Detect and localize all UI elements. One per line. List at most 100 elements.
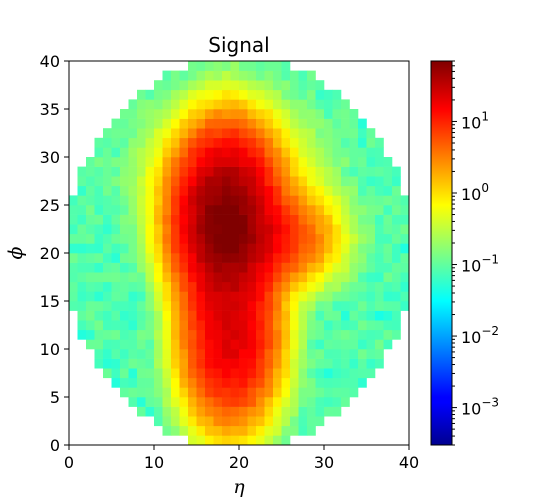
heatmap-cell bbox=[307, 406, 316, 417]
heatmap-cell bbox=[230, 253, 240, 263]
heatmap-cell bbox=[196, 89, 206, 100]
heatmap-cell bbox=[120, 262, 129, 273]
heatmap-cell bbox=[222, 435, 231, 446]
heatmap-cell bbox=[145, 272, 155, 283]
heatmap-cell bbox=[264, 301, 274, 311]
heatmap-cell bbox=[205, 291, 214, 302]
heatmap-cell bbox=[298, 224, 308, 235]
heatmap-cell bbox=[332, 387, 342, 398]
heatmap-cell bbox=[341, 157, 350, 167]
heatmap-cell bbox=[256, 118, 265, 129]
heatmap-cell bbox=[349, 368, 359, 379]
heatmap-cell bbox=[171, 166, 180, 177]
x-tick-label: 0 bbox=[64, 453, 74, 472]
heatmap-cell bbox=[400, 253, 410, 263]
heatmap-cell bbox=[307, 214, 316, 225]
heatmap-cell bbox=[247, 425, 257, 436]
y-tick-label: 25 bbox=[40, 196, 60, 215]
heatmap-cell bbox=[213, 61, 223, 71]
heatmap-cell bbox=[256, 368, 265, 379]
heatmap-cell bbox=[392, 233, 401, 244]
heatmap-cell bbox=[256, 233, 265, 244]
heatmap-cell bbox=[154, 272, 163, 283]
heatmap-cell bbox=[196, 137, 206, 148]
heatmap-cell bbox=[281, 281, 291, 292]
heatmap-cell bbox=[205, 185, 214, 196]
heatmap-cell bbox=[383, 320, 393, 331]
heatmap-cell bbox=[239, 109, 248, 119]
heatmap-cell bbox=[162, 387, 172, 398]
heatmap-cell bbox=[247, 320, 257, 331]
heatmap-cell bbox=[222, 377, 231, 388]
heatmap-cell bbox=[358, 329, 367, 340]
heatmap-cell bbox=[315, 80, 325, 91]
heatmap-cell bbox=[298, 70, 308, 81]
heatmap-cell bbox=[196, 166, 206, 177]
heatmap-cell bbox=[94, 281, 104, 292]
heatmap-cell bbox=[247, 406, 257, 417]
heatmap-cell bbox=[349, 214, 359, 225]
heatmap-cell bbox=[264, 185, 274, 196]
heatmap-cell bbox=[239, 377, 248, 388]
heatmap-cell bbox=[273, 387, 282, 398]
heatmap-cell bbox=[341, 99, 350, 110]
heatmap-cell bbox=[247, 281, 257, 292]
heatmap-cell bbox=[103, 185, 112, 196]
heatmap-cell bbox=[256, 166, 265, 177]
heatmap-cell bbox=[281, 377, 291, 388]
heatmap-cell bbox=[358, 176, 367, 187]
heatmap-cell bbox=[273, 80, 282, 91]
heatmap-cell bbox=[188, 128, 197, 139]
heatmap-cell bbox=[315, 99, 325, 110]
heatmap-cell bbox=[230, 89, 240, 100]
heatmap-cell bbox=[205, 109, 214, 119]
heatmap-cell bbox=[213, 301, 223, 311]
heatmap-cell bbox=[281, 166, 291, 177]
heatmap-cell bbox=[145, 166, 155, 177]
heatmap-cell bbox=[77, 310, 87, 321]
heatmap-cell bbox=[196, 70, 206, 81]
heatmap-cell bbox=[366, 147, 376, 158]
heatmap-cell bbox=[358, 157, 367, 167]
heatmap-cell bbox=[145, 320, 155, 331]
heatmap-cell bbox=[383, 166, 393, 177]
heatmap-cell bbox=[332, 377, 342, 388]
heatmap-cell bbox=[307, 387, 316, 398]
heatmap-cell bbox=[230, 61, 240, 71]
heatmap-cell bbox=[120, 137, 129, 148]
heatmap-cell bbox=[358, 272, 367, 283]
heatmap-cell bbox=[358, 262, 367, 273]
heatmap-cell bbox=[230, 147, 240, 158]
heatmap-cell bbox=[298, 262, 308, 273]
heatmap-cell bbox=[290, 291, 299, 302]
heatmap-cell bbox=[145, 128, 155, 139]
heatmap-cell bbox=[332, 262, 342, 273]
heatmap-cell bbox=[196, 214, 206, 225]
heatmap-cell bbox=[290, 310, 299, 321]
heatmap-cell bbox=[69, 281, 78, 292]
heatmap-cell bbox=[273, 291, 282, 302]
heatmap-cell bbox=[128, 99, 138, 110]
heatmap-cell bbox=[392, 272, 401, 283]
heatmap-cell bbox=[239, 291, 248, 302]
heatmap-cell bbox=[205, 358, 214, 369]
heatmap-cell bbox=[213, 99, 223, 110]
heatmap-cell bbox=[273, 281, 282, 292]
heatmap-cell bbox=[154, 166, 163, 177]
heatmap-cell bbox=[332, 339, 342, 350]
heatmap-cell bbox=[94, 233, 104, 244]
heatmap-cell bbox=[222, 243, 231, 254]
heatmap-cell bbox=[171, 99, 180, 110]
heatmap-cell bbox=[273, 195, 282, 206]
heatmap-cell bbox=[103, 157, 112, 167]
heatmap-cell bbox=[383, 185, 393, 196]
heatmap-cell bbox=[145, 233, 155, 244]
heatmap-cell bbox=[196, 397, 206, 407]
heatmap-cell bbox=[103, 253, 112, 263]
heatmap-cell bbox=[230, 109, 240, 119]
heatmap-cell bbox=[315, 214, 325, 225]
heatmap-cell bbox=[324, 358, 333, 369]
heatmap-cell bbox=[290, 416, 299, 427]
heatmap-cell bbox=[290, 320, 299, 331]
heatmap-cell bbox=[188, 166, 197, 177]
